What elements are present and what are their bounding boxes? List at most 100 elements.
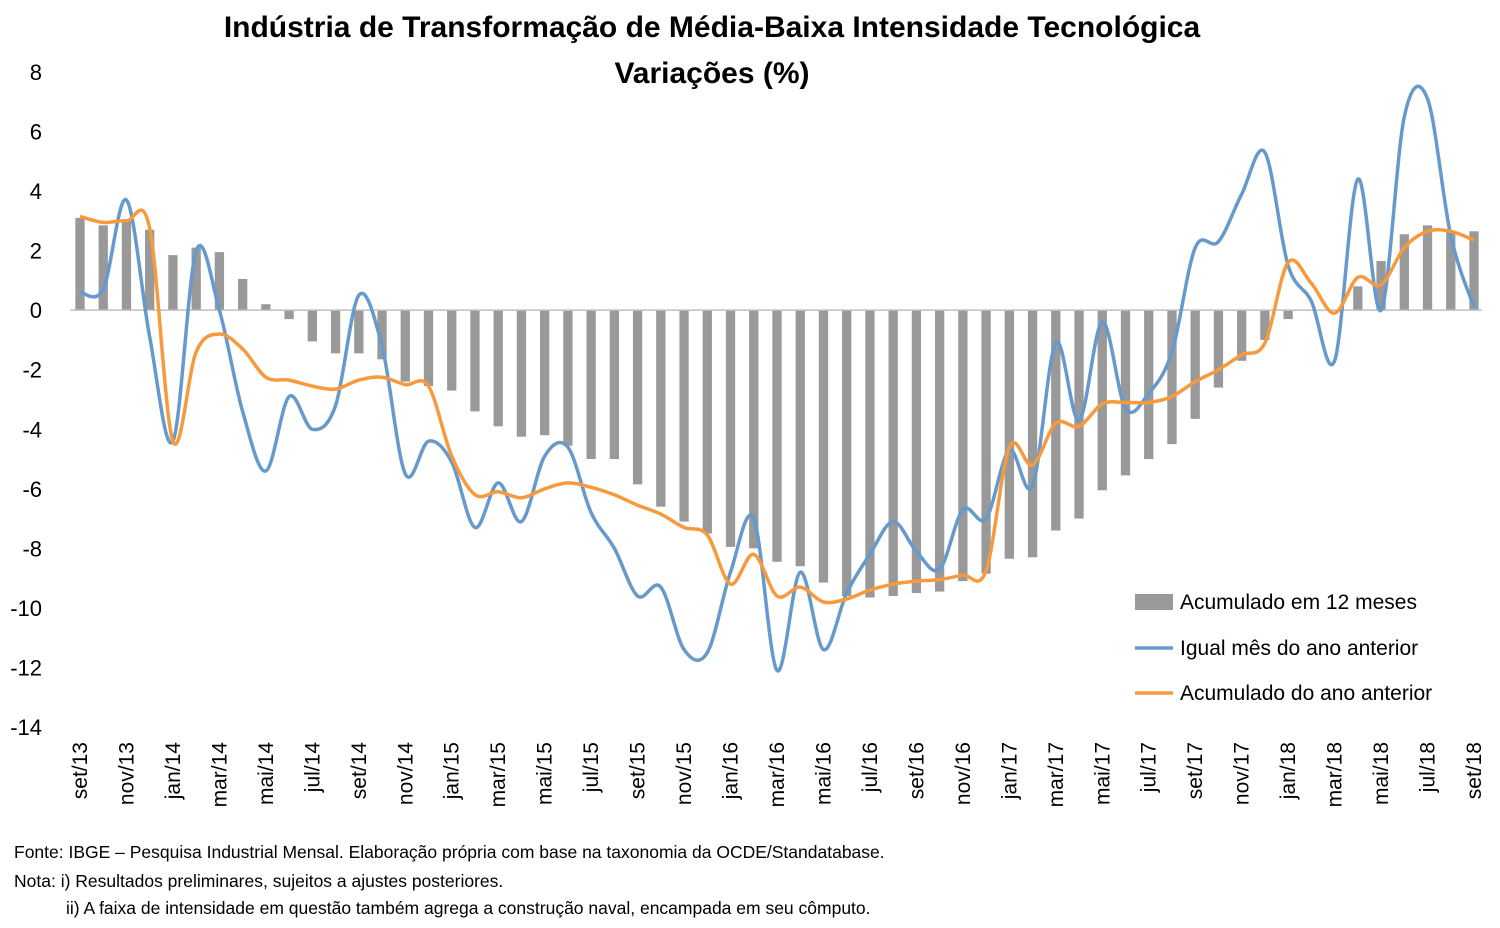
y-tick-label: 8	[30, 60, 42, 85]
legend-label: Igual mês do ano anterior	[1180, 637, 1418, 660]
y-tick-label: -10	[10, 596, 42, 621]
y-axis: 8 6 4 2 0 -2 -4 -6 -8 -10 -12 -14	[10, 60, 42, 740]
bar	[145, 229, 155, 311]
bar	[749, 310, 759, 549]
x-tick-label: mai/18	[1370, 742, 1393, 805]
footnote-note-1: Nota: i) Resultados preliminares, sujeit…	[14, 871, 504, 891]
bar	[1469, 231, 1479, 311]
bar	[632, 310, 643, 485]
bar	[609, 310, 620, 460]
bar	[679, 310, 689, 522]
legend-label: Acumulado do ano anterior	[1180, 682, 1432, 705]
bar	[191, 247, 201, 311]
bar	[516, 310, 527, 437]
x-tick-label: jul/18	[1417, 742, 1440, 793]
bar	[981, 310, 991, 574]
y-tick-label: -12	[10, 655, 42, 680]
bar	[493, 310, 503, 427]
legend-label: Acumulado em 12 meses	[1180, 591, 1417, 614]
x-tick-label: set/18	[1463, 742, 1486, 799]
x-tick-label: jul/16	[859, 742, 882, 793]
x-tick-label: nov/14	[394, 742, 417, 805]
bar	[1120, 310, 1131, 476]
bar-series	[75, 217, 1479, 598]
bar	[1237, 310, 1247, 361]
legend-swatch-bar	[1135, 594, 1173, 610]
bar	[447, 310, 457, 391]
bar	[842, 310, 852, 596]
bar	[423, 310, 434, 387]
x-tick-label: nov/17	[1231, 742, 1254, 805]
bar	[563, 310, 573, 446]
x-tick-label: nov/15	[673, 742, 696, 805]
x-tick-label: nov/16	[952, 742, 975, 805]
x-tick-label: jan/16	[720, 742, 743, 800]
y-tick-label: -2	[22, 358, 42, 383]
bar	[354, 310, 364, 354]
bar	[168, 255, 178, 311]
bar	[237, 278, 248, 311]
bar	[121, 220, 132, 311]
y-tick-label: 6	[30, 120, 42, 145]
bar	[540, 310, 550, 436]
bar	[214, 252, 225, 311]
footnote-source: Fonte: IBGE – Pesquisa Industrial Mensal…	[14, 842, 885, 862]
bar	[795, 310, 805, 567]
x-tick-label: set/13	[69, 742, 92, 799]
series-line-1	[79, 84, 1476, 673]
bar	[865, 310, 875, 598]
x-tick-label: jul/15	[580, 742, 603, 793]
x-tick-label: mai/14	[255, 742, 278, 805]
line-series	[79, 84, 1476, 673]
bar	[1004, 310, 1014, 559]
bar	[1027, 310, 1038, 558]
bar	[1283, 310, 1293, 320]
series-line-2	[79, 208, 1475, 605]
y-tick-label: -8	[22, 536, 42, 561]
bar	[1051, 310, 1061, 531]
bar	[1167, 310, 1177, 445]
bar	[261, 304, 271, 311]
y-tick-label: -14	[10, 715, 42, 740]
bar	[818, 310, 829, 583]
x-tick-label: mar/16	[766, 742, 789, 807]
chart-title: Indústria de Transformação de Média-Baix…	[224, 11, 1201, 44]
x-tick-label: mar/17	[1045, 742, 1068, 807]
x-tick-label: jan/15	[441, 742, 464, 800]
x-tick-label: mai/17	[1091, 742, 1114, 805]
bar	[1260, 310, 1270, 340]
bar	[330, 310, 341, 354]
x-tick-label: mar/14	[208, 742, 231, 808]
x-tick-label: nov/13	[115, 742, 138, 805]
bar	[958, 310, 968, 582]
bar	[1074, 310, 1084, 519]
x-tick-label: set/16	[905, 742, 928, 799]
x-tick-label: jan/18	[1277, 742, 1300, 800]
y-tick-label: -6	[22, 477, 42, 502]
bar	[1190, 310, 1200, 419]
bar	[702, 310, 712, 534]
bar	[934, 310, 945, 592]
bar	[1399, 234, 1409, 311]
x-tick-label: mar/18	[1324, 742, 1347, 807]
footnote-note-2: ii) A faixa de intensidade em questão ta…	[66, 898, 871, 918]
y-tick-label: -4	[22, 417, 42, 442]
bar	[888, 310, 898, 596]
bar	[470, 310, 480, 412]
x-tick-label: set/15	[627, 742, 650, 799]
bar	[400, 310, 410, 382]
y-tick-label: 4	[30, 179, 42, 204]
y-tick-label: 2	[30, 239, 42, 264]
x-tick-label: mai/16	[812, 742, 835, 805]
x-tick-label: mai/15	[534, 742, 557, 805]
x-tick-label: set/14	[348, 742, 371, 800]
bar	[1097, 310, 1107, 491]
x-tick-label: jul/14	[301, 742, 324, 794]
bar	[284, 310, 294, 320]
bar	[1213, 310, 1224, 388]
bar	[656, 310, 666, 507]
chart-subtitle: Variações (%)	[614, 57, 809, 90]
bar	[75, 217, 85, 311]
x-tick-label: jan/14	[162, 742, 185, 801]
